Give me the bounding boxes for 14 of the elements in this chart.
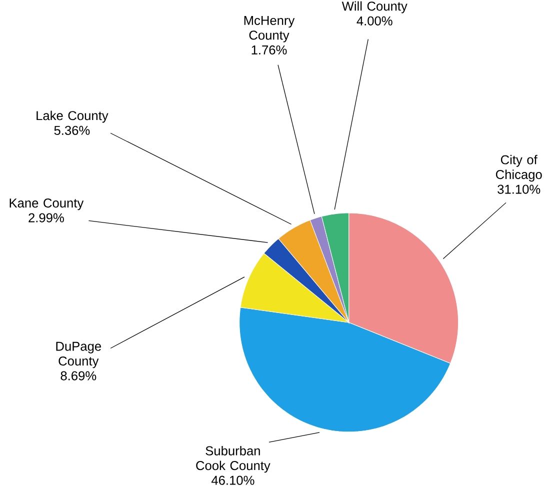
- data-label: 1.76%: [252, 45, 287, 54]
- slice-label: Suburban Cook County: [196, 446, 270, 473]
- slice-label: Kane County: [10, 198, 84, 210]
- slice-label: Lake County: [36, 110, 108, 123]
- data-label: 46.10%: [211, 476, 254, 485]
- slice-label: City of Chicago: [496, 154, 542, 182]
- data-label: 4.00%: [356, 16, 392, 26]
- data-label: 5.36%: [54, 126, 90, 135]
- data-label: 2.99%: [28, 213, 64, 222]
- slice-label: DuPage County: [56, 342, 101, 368]
- slice-label: McHenry County: [244, 16, 295, 42]
- data-label: 31.10%: [498, 184, 540, 194]
- data-label: 8.69%: [60, 371, 96, 380]
- slice-label: Will County: [342, 1, 408, 14]
